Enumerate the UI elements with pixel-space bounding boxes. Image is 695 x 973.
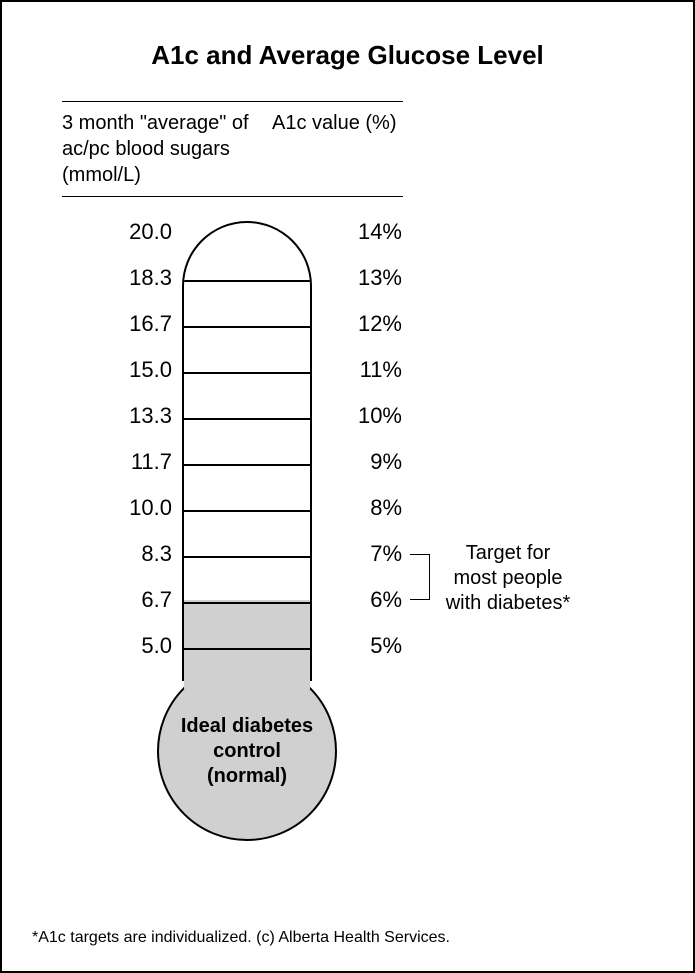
footnote: *A1c targets are individualized. (c) Alb… <box>32 929 450 947</box>
header-row: 3 month "average" of ac/pc blood sugars … <box>62 110 403 188</box>
a1c-value: 9% <box>332 449 402 475</box>
bulb-label-line: Ideal diabetes <box>181 715 313 737</box>
header-rule-bottom <box>62 196 403 197</box>
target-bracket <box>410 554 430 600</box>
a1c-value: 8% <box>332 495 402 521</box>
mmol-value: 8.3 <box>87 541 172 567</box>
annotation-line: with diabetes* <box>446 592 571 614</box>
header-left-label: 3 month "average" of ac/pc blood sugars … <box>62 110 272 188</box>
bulb-tube-join <box>184 663 310 689</box>
tube-segment-line <box>184 280 310 282</box>
a1c-value: 13% <box>332 265 402 291</box>
thermometer-tube <box>182 221 312 681</box>
a1c-value: 11% <box>332 357 402 383</box>
mmol-value: 20.0 <box>87 219 172 245</box>
a1c-value: 10% <box>332 403 402 429</box>
tube-segment-line <box>184 326 310 328</box>
page: A1c and Average Glucose Level 3 month "a… <box>0 0 695 973</box>
tube-segment-line <box>184 602 310 604</box>
mmol-value: 10.0 <box>87 495 172 521</box>
mmol-value: 13.3 <box>87 403 172 429</box>
tube-segment-line <box>184 510 310 512</box>
diagram-area: Ideal diabetes control (normal) 20.0 18.3… <box>32 209 663 969</box>
header-rule-top <box>62 101 403 102</box>
page-title: A1c and Average Glucose Level <box>32 40 663 71</box>
annotation-line: Target for <box>466 542 550 564</box>
a1c-value: 6% <box>332 587 402 613</box>
header-right-label: A1c value (%) <box>272 110 397 188</box>
tube-segment-line <box>184 372 310 374</box>
mmol-value: 6.7 <box>87 587 172 613</box>
annotation-line: most people <box>454 567 563 589</box>
mmol-value: 15.0 <box>87 357 172 383</box>
bulb-label-line: (normal) <box>207 765 287 787</box>
mmol-value: 16.7 <box>87 311 172 337</box>
mmol-value: 5.0 <box>87 633 172 659</box>
tube-segment-line <box>184 556 310 558</box>
bulb-label-line: control <box>213 740 281 762</box>
bulb-label: Ideal diabetes control (normal) <box>181 714 313 789</box>
a1c-value: 5% <box>332 633 402 659</box>
tube-segment-line <box>184 464 310 466</box>
mmol-value: 18.3 <box>87 265 172 291</box>
mmol-value: 11.7 <box>87 449 172 475</box>
a1c-value: 14% <box>332 219 402 245</box>
tube-segment-line <box>184 648 310 650</box>
tube-segment-line <box>184 418 310 420</box>
a1c-value: 7% <box>332 541 402 567</box>
a1c-value: 12% <box>332 311 402 337</box>
target-annotation: Target for most people with diabetes* <box>438 541 578 616</box>
